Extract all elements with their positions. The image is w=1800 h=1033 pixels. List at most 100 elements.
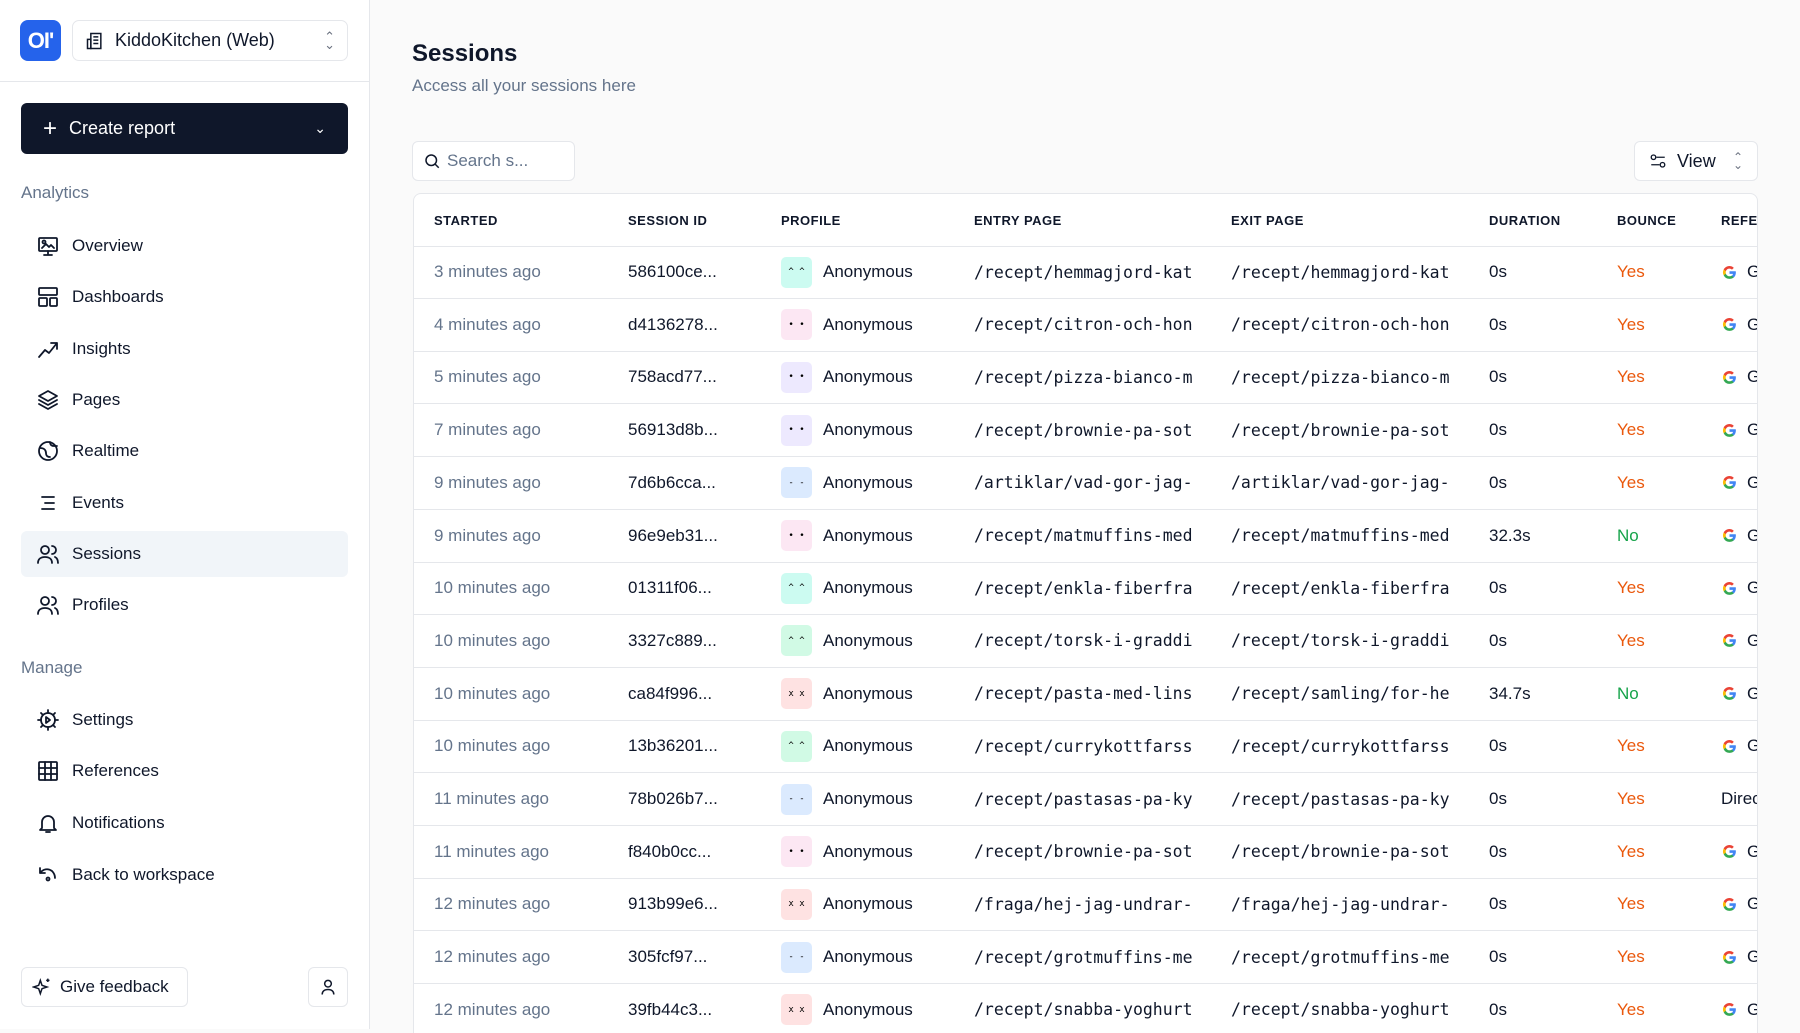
sidebar: OI' KiddoKitchen (Web) ⌃ ⌄ + Create repor… <box>0 0 370 1029</box>
profile-cell[interactable]: • • Anonymous <box>781 510 913 562</box>
session-id-cell[interactable]: d4136278... <box>628 314 718 334</box>
duration-cell: 0s <box>1489 314 1507 334</box>
sidebar-item-pages[interactable]: Pages <box>21 377 348 423</box>
session-id-cell[interactable]: 01311f06... <box>628 578 712 598</box>
exit-page-cell: /recept/matmuffins-med <box>1231 526 1450 545</box>
table-row[interactable]: 10 minutes ago 01311f06... ^ ^ Anonymous/re… <box>414 562 1757 616</box>
bounce-cell: Yes <box>1617 578 1645 598</box>
referrer-name: Google <box>1747 262 1757 282</box>
session-id-cell[interactable]: 96e9eb31... <box>628 525 718 545</box>
table-row[interactable]: 10 minutes ago 13b36201... ^ ^ Anonymous/re… <box>414 720 1757 774</box>
session-id-cell[interactable]: 39fb44c3... <box>628 999 713 1019</box>
column-header-exit-page[interactable]: EXIT PAGE <box>1231 212 1304 228</box>
profile-cell[interactable]: x x Anonymous <box>781 878 913 930</box>
create-report-button[interactable]: + Create report ⌄ <box>21 103 348 154</box>
referrer-cell: Google <box>1721 562 1757 614</box>
sidebar-item-sessions[interactable]: Sessions <box>21 531 348 577</box>
column-header-referrer[interactable]: REFERRER <box>1721 212 1758 228</box>
sidebar-item-references[interactable]: References <box>21 748 348 794</box>
profile-cell[interactable]: • • Anonymous <box>781 299 913 351</box>
project-selector[interactable]: KiddoKitchen (Web) ⌃ ⌄ <box>72 20 348 61</box>
profile-cell[interactable]: - - Anonymous <box>781 931 913 983</box>
referrer-name: Google <box>1747 315 1757 335</box>
session-id-cell[interactable]: 13b36201... <box>628 736 718 756</box>
profile-name: Anonymous <box>823 262 913 281</box>
avatar: • • <box>781 520 812 551</box>
sidebar-item-settings[interactable]: Settings <box>21 697 348 743</box>
sidebar-item-insights[interactable]: Insights <box>21 326 348 372</box>
sidebar-item-label: Sessions <box>72 544 141 563</box>
table-row[interactable]: 9 minutes ago 96e9eb31... • • Anonymous/rec… <box>414 510 1757 563</box>
started-cell: 11 minutes ago <box>434 789 549 808</box>
search-box[interactable] <box>412 141 575 181</box>
table-row[interactable]: 12 minutes ago 913b99e6... x x Anonymous/fr… <box>414 878 1757 932</box>
session-id-cell[interactable]: 913b99e6... <box>628 894 718 914</box>
session-id-cell[interactable]: 758acd77... <box>628 367 717 387</box>
table-row[interactable]: 9 minutes ago 7d6b6cca... - - Anonymous/art… <box>414 457 1757 510</box>
column-header-session-id[interactable]: SESSION ID <box>628 212 708 228</box>
sidebar-item-realtime[interactable]: Realtime <box>21 428 348 474</box>
profile-cell[interactable]: x x Anonymous <box>781 984 913 1033</box>
started-cell: 9 minutes ago <box>434 472 541 492</box>
view-button[interactable]: View ⌃ ⌄ <box>1634 141 1758 181</box>
referrer-cell: Google <box>1721 510 1757 562</box>
sidebar-item-back-to-workspace[interactable]: Back to workspace <box>21 852 348 898</box>
column-header-bounce[interactable]: BOUNCE <box>1617 212 1677 228</box>
google-icon <box>1722 897 1736 911</box>
user-profile-button[interactable] <box>308 967 348 1007</box>
column-header-entry-page[interactable]: ENTRY PAGE <box>974 212 1062 228</box>
table-row[interactable]: 5 minutes ago 758acd77... • • Anonymous/rec… <box>414 351 1757 405</box>
profile-cell[interactable]: x x Anonymous <box>781 668 913 720</box>
chevron-up-down-icon: ⌃ ⌄ <box>1732 150 1743 172</box>
started-cell: 10 minutes ago <box>434 736 551 756</box>
table-row[interactable]: 7 minutes ago 56913d8b... • • Anonymous/rec… <box>414 404 1757 458</box>
session-id-cell[interactable]: 305fcf97... <box>628 947 708 967</box>
profile-cell[interactable]: ^ ^ Anonymous <box>781 720 913 772</box>
referrer-name: Google <box>1747 473 1757 493</box>
search-input[interactable] <box>447 151 557 171</box>
profile-name: Anonymous <box>823 578 913 598</box>
session-id-cell[interactable]: ca84f996... <box>628 683 713 703</box>
table-row[interactable]: 11 minutes ago f840b0cc... • • Anonymous/re… <box>414 826 1757 879</box>
session-id-cell[interactable]: 3327c889... <box>628 630 717 650</box>
profile-cell[interactable]: ^ ^ Anonymous <box>781 246 913 298</box>
session-id-cell[interactable]: 7d6b6cca... <box>628 472 716 492</box>
table-row[interactable]: 10 minutes ago 3327c889... ^ ^ Anonymous/re… <box>414 615 1757 668</box>
column-header-profile[interactable]: PROFILE <box>781 212 841 228</box>
table-row[interactable]: 10 minutes ago ca84f996... x x Anonymous/re… <box>414 668 1757 721</box>
table-row[interactable]: 4 minutes ago d4136278... • • Anonymous/rec… <box>414 299 1757 352</box>
table-row[interactable]: 11 minutes ago 78b026b7... - - Anonymous/re… <box>414 773 1757 826</box>
table-row[interactable]: 3 minutes ago 586100ce... ^ ^ Anonymous/rec… <box>414 246 1757 299</box>
profile-cell[interactable]: • • Anonymous <box>781 351 913 403</box>
profile-cell[interactable]: - - Anonymous <box>781 457 913 509</box>
sidebar-item-profiles[interactable]: Profiles <box>21 582 348 628</box>
referrer-name: Direct <box>1721 789 1757 808</box>
table-row[interactable]: 12 minutes ago 305fcf97... - - Anonymous/re… <box>414 931 1757 985</box>
table-row[interactable]: 12 minutes ago 39fb44c3... x x Anonymous/re… <box>414 984 1757 1033</box>
sidebar-item-events[interactable]: Events <box>21 480 348 526</box>
give-feedback-button[interactable]: Give feedback <box>21 967 188 1007</box>
profile-cell[interactable]: • • Anonymous <box>781 826 913 878</box>
column-header-started[interactable]: STARTED <box>434 212 498 228</box>
sidebar-item-dashboards[interactable]: Dashboards <box>21 274 348 320</box>
sidebar-item-overview[interactable]: Overview <box>21 223 348 269</box>
sidebar-item-notifications[interactable]: Notifications <box>21 800 348 846</box>
referrer-name: Google <box>1747 367 1757 387</box>
bounce-cell: Yes <box>1617 947 1645 967</box>
profile-cell[interactable]: ^ ^ Anonymous <box>781 562 913 614</box>
app-logo[interactable]: OI' <box>20 20 61 61</box>
column-header-duration[interactable]: DURATION <box>1489 212 1561 228</box>
profile-cell[interactable]: - - Anonymous <box>781 773 913 825</box>
started-cell: 11 minutes ago <box>434 841 549 861</box>
avatar: ^ ^ <box>781 730 812 762</box>
session-id-cell[interactable]: f840b0cc... <box>628 841 712 861</box>
started-cell: 3 minutes ago <box>434 262 541 281</box>
session-id-cell[interactable]: 586100ce... <box>628 262 717 281</box>
session-id-cell[interactable]: 78b026b7... <box>628 789 718 808</box>
profile-cell[interactable]: • • Anonymous <box>781 404 913 456</box>
profile-cell[interactable]: ^ ^ Anonymous <box>781 615 913 667</box>
entry-page-cell: /recept/enkla-fiberfra <box>974 578 1193 598</box>
duration-cell: 34.7s <box>1489 683 1531 703</box>
session-id-cell[interactable]: 56913d8b... <box>628 420 718 440</box>
referrer-name: Google <box>1747 1000 1757 1020</box>
